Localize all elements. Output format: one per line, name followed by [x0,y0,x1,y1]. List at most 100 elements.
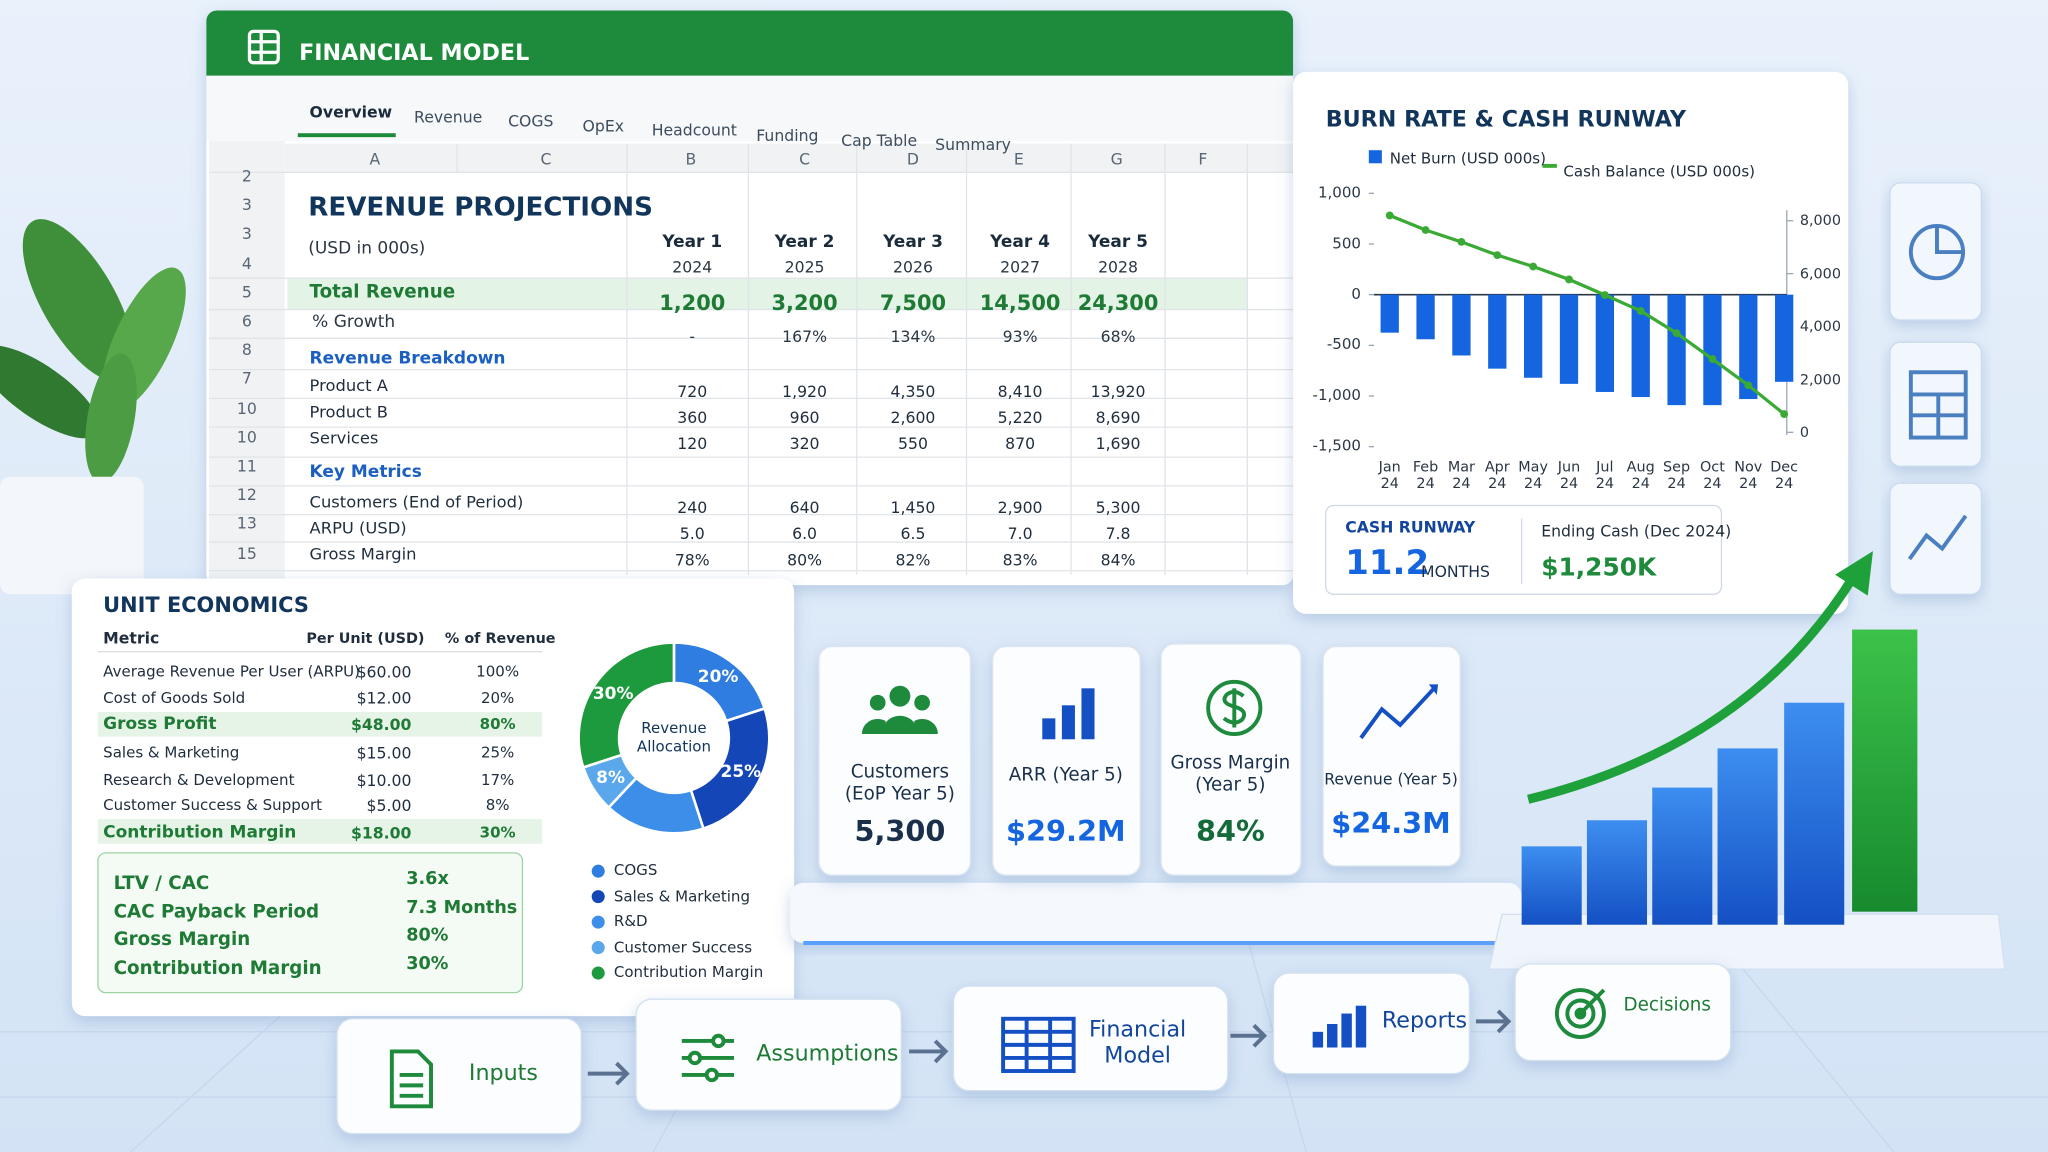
year-label: Year 5 [1088,232,1148,253]
column-letter: C [540,149,552,169]
y2-tick-label: 2,000 [1799,370,1841,388]
row-number: 7 [241,369,252,389]
column-letter: F [1198,149,1208,169]
metric-name: Average Revenue Per User (ARPU) [103,662,361,681]
cash-point [1385,211,1394,220]
revenue-share: 8% [485,795,510,814]
cell-value: 82% [895,550,931,570]
year-number: 2025 [784,258,825,277]
chart-title: BURN RATE & CASH RUNWAY [1325,106,1686,133]
workflow-step[interactable]: Decisions [1623,994,1711,1016]
arr-icon [1042,688,1095,740]
sheet-tab[interactable]: Revenue [414,107,483,126]
cell-value: 5,220 [997,408,1043,427]
column-header-band [284,143,1294,173]
donut-label: 25% [721,762,762,782]
sheet-tab[interactable]: Headcount [651,121,737,141]
cell-value: 240 [677,498,708,517]
growth-value: 68% [1100,327,1136,346]
donut-label: 20% [698,667,739,687]
summary-box [97,852,524,994]
plant [0,219,186,595]
revenue-icon [1359,686,1436,740]
cash-point [1744,381,1753,390]
summary-value: 3.6x [406,868,449,890]
sheet-tab[interactable]: Funding [756,126,819,145]
workflow-step[interactable]: Reports [1381,1008,1468,1035]
column-letter: C [799,149,811,169]
x-tick-label: Jun 24 [1557,458,1581,493]
legend-dot [591,915,605,929]
metric-name: Contribution Margin [103,823,297,843]
table-header: % of Revenue [444,630,556,648]
cell-value: 4,350 [890,382,936,401]
cash-point [1780,410,1789,418]
cash-point [1493,251,1502,260]
row-number: 8 [241,340,252,360]
column-letter: A [369,149,381,169]
summary-label: Gross Margin [113,929,251,951]
cell-value: 6.5 [900,524,926,544]
assumptions-icon [681,1033,735,1083]
column-letter: D [906,149,920,169]
legend-label: Customer Success [613,937,753,956]
cash-point [1457,237,1466,246]
workflow-step[interactable]: Assumptions [756,1040,899,1067]
metric-name: Cost of Goods Sold [103,688,246,707]
decorative-bars [1521,629,1918,925]
x-tick-label: May 24 [1518,458,1548,493]
runway-unit: MONTHS [1421,562,1490,581]
workflow-arrows [587,1009,1512,1086]
sheet-icon [247,29,280,65]
burn-bar [1739,294,1758,400]
active-tab-indicator [297,133,396,138]
cell-value: 870 [1005,434,1036,453]
year-label: Year 3 [883,232,943,253]
total-revenue-label: Total Revenue [309,281,456,303]
cell-value: 1,450 [890,498,936,517]
cell-value: 1,690 [1095,434,1141,453]
metric-name: Customer Success & Support [103,795,323,814]
cell-value: 550 [898,434,928,453]
cell-value: 78% [674,550,710,570]
ending-cash-label: Ending Cash (Dec 2024) [1541,522,1732,541]
cash-point [1636,307,1645,315]
y2-tick-label: 0 [1799,423,1809,441]
cell-value: 720 [677,382,708,401]
burn-bar [1775,294,1794,382]
x-tick-label: Dec 24 [1770,458,1799,493]
section-title: Key Metrics [309,462,422,483]
margin-icon [1206,679,1263,736]
x-tick-label: Oct 24 [1699,458,1725,493]
cell-value: 320 [789,434,820,453]
cell-value: 84% [1100,550,1136,570]
row-label: Services [309,427,379,448]
year-label: Year 4 [990,232,1050,253]
contribution-highlight [97,818,543,844]
donut-center-label: Revenue Allocation [636,718,711,755]
cash-point [1565,275,1573,284]
donut-segment [689,706,771,831]
sheet-tab[interactable]: Summary [935,135,1011,155]
sheet-tab[interactable]: OpEx [582,117,624,136]
sheet-tab[interactable]: COGS [508,112,554,131]
workflow-step[interactable]: Financial Model [1088,1016,1187,1070]
sheet-heading: REVENUE PROJECTIONS [308,190,653,223]
kpi-label: ARR (Year 5) [1008,764,1123,786]
customers-icon [862,685,938,735]
cell-value: 80% [787,550,822,570]
kpi-platform [790,882,1522,944]
year-number: 2024 [672,258,713,277]
y2-tick-label: 8,000 [1799,212,1841,230]
row-number: 15 [236,543,257,563]
revenue-icon-head [1428,684,1439,695]
revenue-share: 20% [480,688,515,707]
burn-bar [1631,294,1650,398]
workflow-step[interactable]: Inputs [468,1060,538,1087]
sheet-tab[interactable]: Cap Table [841,131,918,150]
revenue-share: 30% [479,822,516,842]
burn-bar [1703,294,1722,406]
sheet-tab[interactable]: Overview [309,102,393,122]
app-title: FINANCIAL MODEL [299,40,530,67]
